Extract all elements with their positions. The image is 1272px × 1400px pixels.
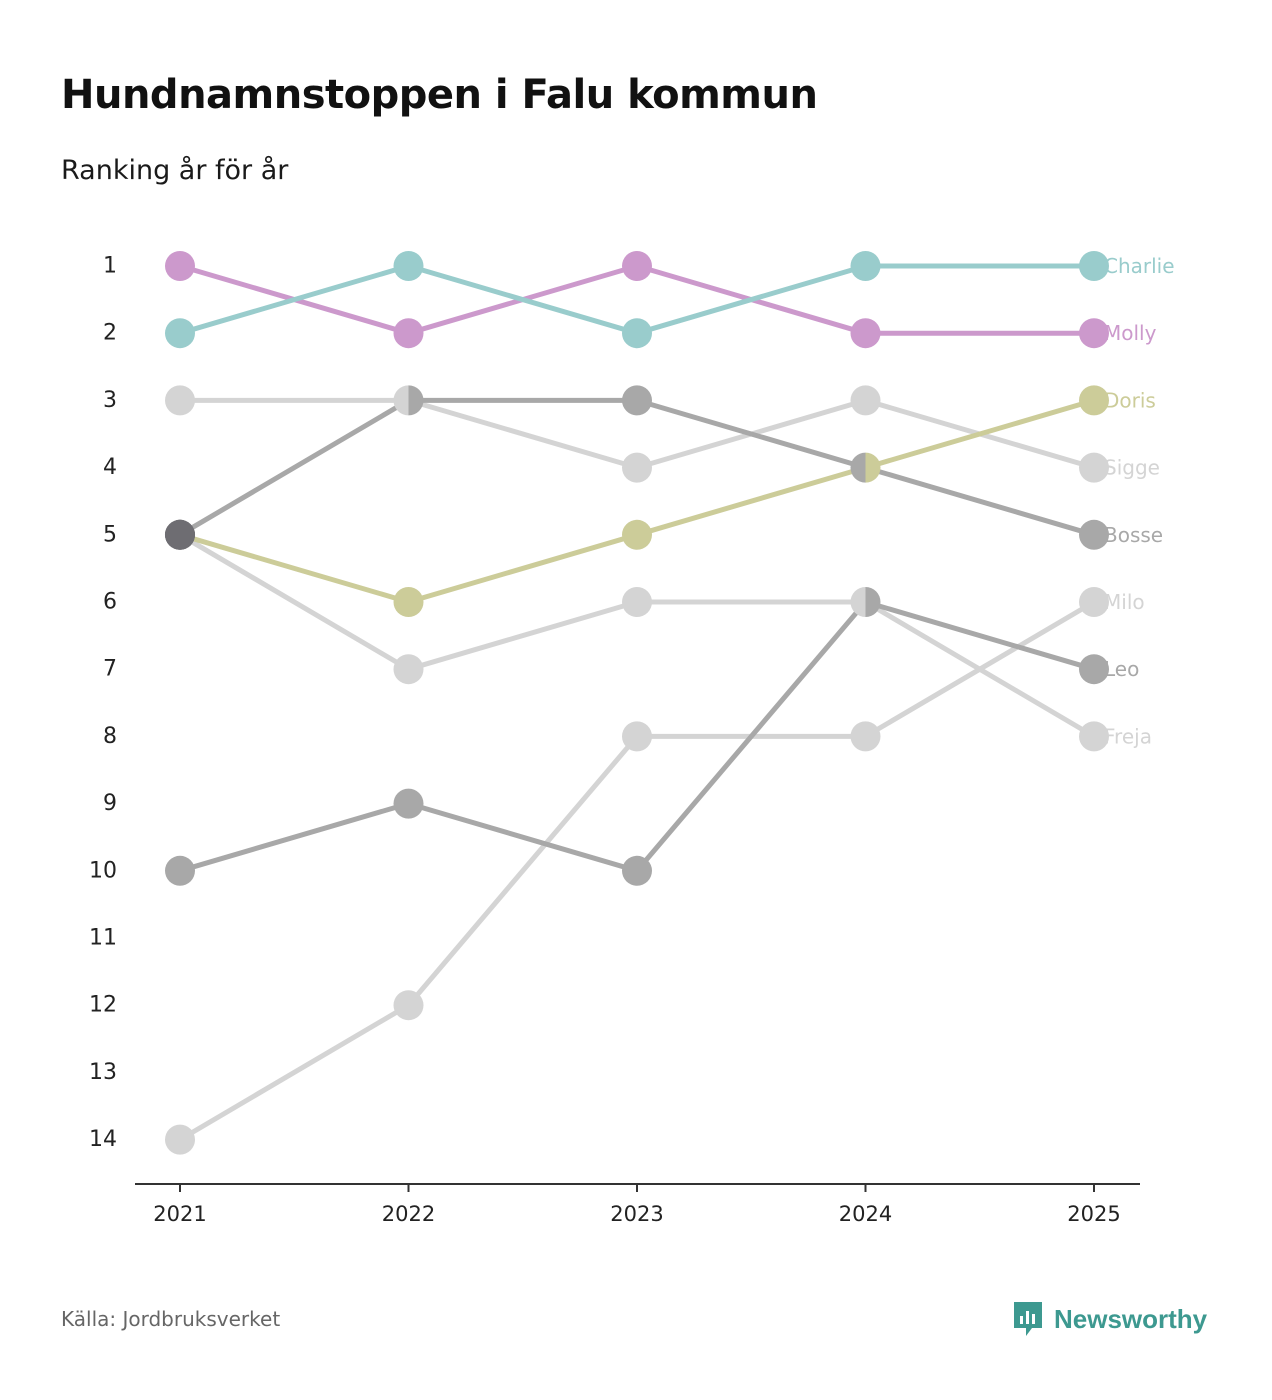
point-sigge-2021 [165,385,195,416]
series-label-bosse: Bosse [1104,523,1163,547]
point-sigge-2025 [1079,452,1109,483]
series-label-charlie: Charlie [1104,254,1175,278]
point-milo-2023 [622,721,652,752]
source-note: Källa: Jordbruksverket [61,1307,281,1331]
brand-logo: Newsworthy [1012,1300,1207,1338]
point-molly-2025 [1079,318,1109,349]
point-charlie-2022 [393,251,424,281]
y-tick-label-4: 4 [103,455,117,480]
point-doris-2023 [622,519,652,550]
point-bosse-2024 [850,452,866,483]
series-labels: Charlie Molly Doris Sigge Bosse Milo Leo Freja [1104,254,1175,748]
point-milo-2021 [165,1124,195,1155]
series-label-molly: Molly [1104,321,1157,345]
y-tick-label-9: 9 [103,791,117,816]
point-doris-2022 [393,587,424,617]
point-leo-2021 [165,855,195,886]
series-label-sigge: Sigge [1104,456,1160,480]
point-milo-2024 [850,721,881,752]
newsworthy-icon [1014,1302,1042,1336]
point-doris-2021 [165,519,195,550]
y-tick-label-11: 11 [89,926,117,951]
point-sigge-2022 [393,385,409,416]
point-freja-2023 [622,587,652,617]
point-freja-2025 [1079,721,1109,752]
y-tick-label-12: 12 [89,993,117,1018]
y-tick-label-3: 3 [103,388,117,413]
series-points [165,251,1109,1155]
point-bosse-2025 [1079,519,1109,550]
series-line-doris [179,398,1095,605]
point-leo-2024 [865,587,881,617]
point-sigge-2023 [622,452,652,483]
point-sigge-2024 [850,385,881,416]
y-tick-label-5: 5 [103,522,117,547]
x-tick-label-2023: 2023 [610,1202,663,1226]
y-tick-label-1: 1 [103,254,117,279]
point-charlie-2025 [1079,251,1109,281]
point-molly-2022 [393,318,424,349]
point-leo-2023 [622,855,652,886]
y-tick-label-13: 13 [89,1060,117,1085]
y-tick-label-14: 14 [89,1127,117,1152]
point-freja-2024 [850,587,866,617]
point-freja-2022 [393,654,424,685]
x-tick-label-2021: 2021 [153,1202,206,1226]
point-bosse-2022 [408,385,424,416]
series-line-freja [178,532,1096,739]
y-tick-label-6: 6 [103,590,117,615]
point-milo-2025 [1079,587,1109,617]
point-molly-2021 [165,251,195,281]
y-tick-label-10: 10 [89,858,117,883]
point-charlie-2023 [622,318,652,349]
point-bosse-2023 [622,385,652,416]
chart-title: Hundnamnstoppen i Falu kommun [61,72,818,118]
point-milo-2022 [393,990,424,1021]
point-charlie-2021 [165,318,195,349]
y-tick-label-7: 7 [103,657,117,682]
x-tick-label-2025: 2025 [1067,1202,1120,1226]
point-leo-2025 [1079,654,1109,685]
x-tick-label-2024: 2024 [839,1202,892,1226]
point-molly-2023 [622,251,652,281]
point-doris-2025 [1079,385,1109,416]
y-tick-label-2: 2 [103,321,117,346]
series-label-leo: Leo [1104,657,1139,681]
series-label-freja: Freja [1104,724,1152,748]
point-doris-2024 [865,452,881,483]
point-charlie-2024 [850,251,881,281]
series-label-doris: Doris [1104,388,1156,412]
point-molly-2024 [850,318,881,349]
brand-name: Newsworthy [1054,1303,1208,1334]
y-tick-label-8: 8 [103,724,117,749]
x-axis-ticks: 2021 2022 2023 2024 2025 [153,1184,1121,1226]
point-leo-2022 [393,788,424,819]
series-label-milo: Milo [1104,590,1145,614]
chart-subtitle: Ranking år för år [61,155,289,186]
x-tick-label-2022: 2022 [382,1202,435,1226]
